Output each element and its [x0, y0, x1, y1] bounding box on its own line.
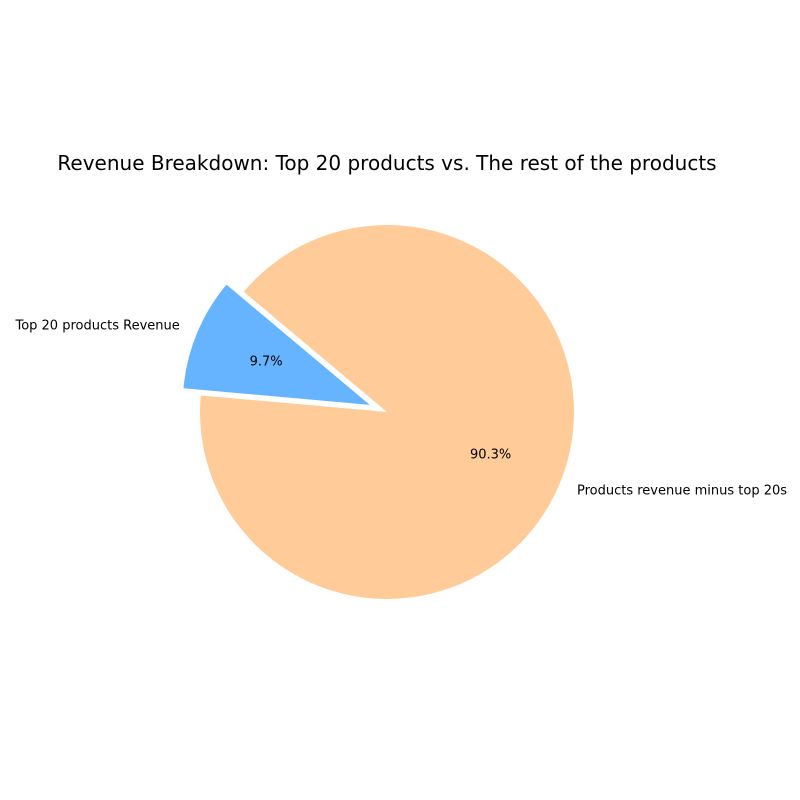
pie-labels: 9.7% Top 20 products Revenue 90.3% Products… — [14, 318, 787, 498]
chart-title: Revenue Breakdown: Top 20 products vs. T… — [57, 151, 716, 175]
pie-slices — [183, 224, 575, 599]
pie-slice-0 — [183, 284, 370, 405]
pie-category-label-1: Products revenue minus top 20s — [577, 483, 787, 498]
pie-pct-label-1: 90.3% — [470, 448, 511, 463]
pie-category-label-0: Top 20 products Revenue — [14, 318, 179, 333]
pie-slice-1 — [200, 224, 575, 599]
pie-pct-label-0: 9.7% — [250, 354, 283, 369]
